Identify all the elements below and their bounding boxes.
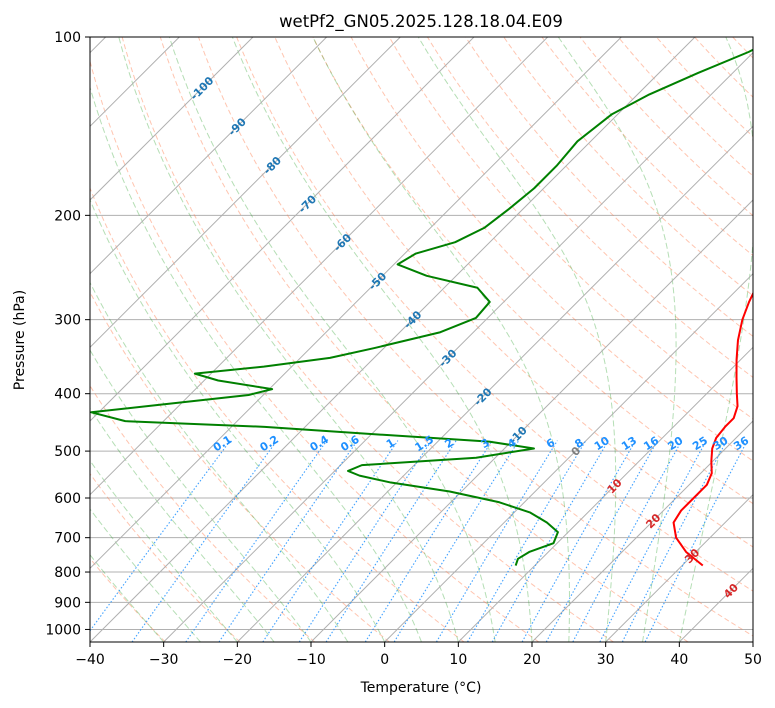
mixing-ratio-line [218,440,358,642]
moist-adiabat-line [417,37,617,642]
mixing-ratio-lines [90,440,748,642]
y-tick-label: 200 [54,208,81,224]
dry-adiabats [90,37,753,642]
dry-adiabat-line [159,37,689,642]
mixing-ratio-line [435,440,558,642]
isotherms [90,37,753,642]
isotherm-line [605,493,753,642]
x-axis-ticks: −40 −30 −20 −10 0 10 20 30 40 50 [75,642,762,668]
dry-adiabat-line [90,59,540,642]
isotherm-line [90,37,475,422]
isotherm-line [310,199,753,642]
moist-adiabat-line [678,37,753,642]
y-tick-label: 600 [54,491,81,507]
isotherm-line [384,272,753,642]
mixing-ratio-line [262,440,399,642]
plot-frame [89,36,754,643]
isotherm-line [236,125,753,642]
dry-adiabat-line [90,472,241,642]
mixing-ratio-line [572,440,683,642]
dry-adiabat-line [465,37,753,337]
isotherm-line [90,37,549,496]
mixing-ratio-line [185,440,328,642]
dry-adiabat-line [90,384,316,642]
x-tick-label: 50 [744,652,762,668]
dry-adiabat-line [350,37,753,462]
x-tick-label: 40 [670,652,688,668]
plot-area: -100-90-80-70-60-50-40-30-20-10010203040… [90,37,753,642]
moist-adiabat-line [90,85,422,642]
isotherm-line [90,37,622,570]
moist-adiabat-line [90,459,238,642]
x-tick-label: 10 [449,652,467,668]
y-tick-label: 700 [54,531,81,547]
dry-adiabat-line [426,37,753,378]
x-axis-label: Temperature (°C) [360,680,482,696]
moist-adiabats [90,37,753,642]
y-axis-ticks: 100 200 300 400 500 600 700 800 900 1000 [45,30,90,638]
mixing-ratio-line [364,440,493,642]
isotherm-line [457,346,753,642]
isotherm-line [90,37,328,275]
isotherm-line [163,51,753,642]
x-tick-label: 30 [597,652,615,668]
y-tick-label: 400 [54,387,81,403]
moist-adiabat-line [90,349,312,642]
temperature-profile-line [672,291,753,567]
y-tick-label: 100 [54,30,81,46]
y-tick-label: 900 [54,595,81,611]
isotherm-line [90,37,696,642]
mixing-ratio-line [621,440,728,642]
dewpoint-profile-line [90,48,753,566]
mixing-ratio-line [325,440,457,642]
mixing-ratio-line [393,440,520,642]
x-tick-label: −40 [75,652,105,668]
dry-adiabat-line [121,37,614,642]
x-tick-label: −30 [149,652,179,668]
profile-series [90,48,753,567]
isotherm-line [90,37,401,349]
moist-adiabat-line [231,37,533,642]
moist-adiabat-line [118,37,459,642]
mixing-ratio-line [599,440,707,642]
dry-adiabat-line [274,37,753,548]
moist-adiabat-line [90,508,201,642]
moist-adiabat-line [90,407,275,642]
moist-adiabat-line [312,37,570,642]
x-tick-label: −20 [223,652,253,668]
dry-adiabat-line [503,37,753,297]
dry-adiabat-line [579,37,753,217]
x-tick-label: −10 [296,652,326,668]
y-tick-label: 1000 [45,622,81,638]
mixing-ratio-line [298,440,432,642]
y-tick-label: 800 [54,565,81,581]
dry-adiabat-line [90,291,390,642]
dry-adiabat-line [90,186,465,642]
moist-adiabat-line [90,554,165,642]
y-tick-label: 500 [54,444,81,460]
chart-title: wetPf2_GN05.2025.128.18.04.E09 [279,12,563,32]
isotherm-line [531,420,753,642]
dry-adiabat-line [312,37,753,505]
moist-adiabat-line [90,198,386,642]
moist-adiabat-line [557,37,677,642]
y-tick-label: 300 [54,313,81,329]
x-tick-label: 20 [523,652,541,668]
mixing-ratio-line [467,440,587,642]
moist-adiabat-line [168,37,496,642]
x-tick-label: 0 [380,652,389,668]
pressure-gridlines [90,37,753,630]
moist-adiabat-line [90,281,349,642]
dry-adiabat-line [236,37,753,592]
isotherm-line [90,37,254,201]
mixing-ratio-line [491,440,609,642]
y-axis-label: Pressure (hPa) [12,290,28,390]
